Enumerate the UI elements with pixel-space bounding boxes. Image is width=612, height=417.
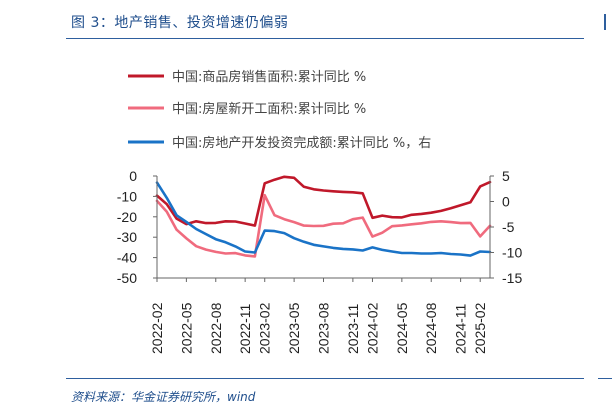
x-tick-label: 2023-11 (345, 303, 361, 354)
x-tick-label: 2025-02 (472, 302, 488, 354)
x-tick-label: 2022-02 (149, 302, 165, 354)
x-tick-label: 2022-11 (237, 303, 253, 354)
title-divider (66, 38, 584, 39)
x-tick-label: 2023-02 (257, 302, 273, 354)
right-y-axis: 5 0 -5 -10 -15 (489, 168, 522, 286)
x-tick-label: 2024-08 (423, 302, 439, 354)
left-tick-label: -30 (117, 229, 137, 245)
chart-legend: 中国:商品房销售面积:累计同比 % 中国:房屋新开工面积:累计同比 % 中国:房地产… (128, 69, 431, 151)
left-tick-label: -20 (117, 209, 137, 225)
adjacent-column-marker (604, 14, 612, 30)
left-tick-label: -40 (117, 250, 137, 266)
right-tick-label: -5 (502, 219, 515, 235)
right-tick-label: -10 (502, 245, 522, 261)
legend-label: 中国:房屋新开工面积:累计同比 % (172, 101, 366, 117)
left-tick-label: -10 (117, 188, 137, 204)
right-tick-label: -15 (502, 270, 522, 286)
x-tick-label: 2024-02 (364, 302, 380, 354)
right-tick-label: 0 (502, 194, 510, 210)
plot-area (155, 175, 492, 258)
legend-label: 中国:商品房销售面积:累计同比 % (172, 69, 366, 85)
series-line (155, 175, 492, 227)
left-y-axis: 0 -10 -20 -30 -40 -50 (117, 168, 158, 286)
x-tick-label: 2024-05 (394, 302, 410, 354)
left-tick-label: 0 (129, 168, 137, 184)
adjacent-column-rule (598, 378, 612, 379)
source-note: 资料来源：华金证券研究所，wind (71, 390, 256, 404)
x-tick-label: 2023-05 (286, 302, 302, 354)
legend-label: 中国:房地产开发投资完成额:累计同比 %，右 (172, 135, 431, 151)
series-line (155, 181, 492, 257)
figure-title: 图 3：地产销售、投资增速仍偏弱 (71, 15, 289, 31)
x-tick-label: 2022-05 (178, 302, 194, 354)
x-axis: 2022-02 2022-05 2022-08 2022-11 2023-02 2023-… (149, 277, 490, 354)
x-tick-label: 2022-08 (208, 302, 224, 354)
x-tick-label: 2024-11 (453, 303, 469, 354)
x-tick-label: 2023-08 (316, 302, 332, 354)
right-tick-label: 5 (502, 168, 510, 184)
left-tick-label: -50 (117, 270, 137, 286)
footer-divider (66, 378, 584, 379)
series-line (155, 193, 492, 258)
